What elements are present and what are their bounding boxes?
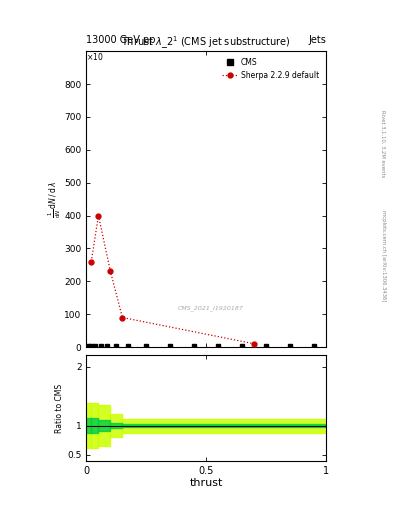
Text: Rivet 3.1.10, 3.2M events: Rivet 3.1.10, 3.2M events [381,110,386,177]
X-axis label: thrust: thrust [190,478,223,488]
Y-axis label: Ratio to CMS: Ratio to CMS [55,383,64,433]
Text: $\times 10$: $\times 10$ [86,51,104,62]
Text: mcplots.cern.ch [arXiv:1306.3436]: mcplots.cern.ch [arXiv:1306.3436] [381,210,386,302]
Text: Jets: Jets [309,35,326,45]
Title: Thrust $\lambda\_2^1$ (CMS jet substructure): Thrust $\lambda\_2^1$ (CMS jet substruct… [121,35,291,51]
Text: CMS_2021_I1920187: CMS_2021_I1920187 [178,306,244,311]
Y-axis label: $\frac{1}{\mathrm{d}N}\,\mathrm{d}N\,/\,\mathrm{d}\,\lambda$: $\frac{1}{\mathrm{d}N}\,\mathrm{d}N\,/\,… [47,181,63,218]
Legend: CMS, Sherpa 2.2.9 default: CMS, Sherpa 2.2.9 default [219,55,322,83]
Text: 13000 GeV pp: 13000 GeV pp [86,35,156,45]
